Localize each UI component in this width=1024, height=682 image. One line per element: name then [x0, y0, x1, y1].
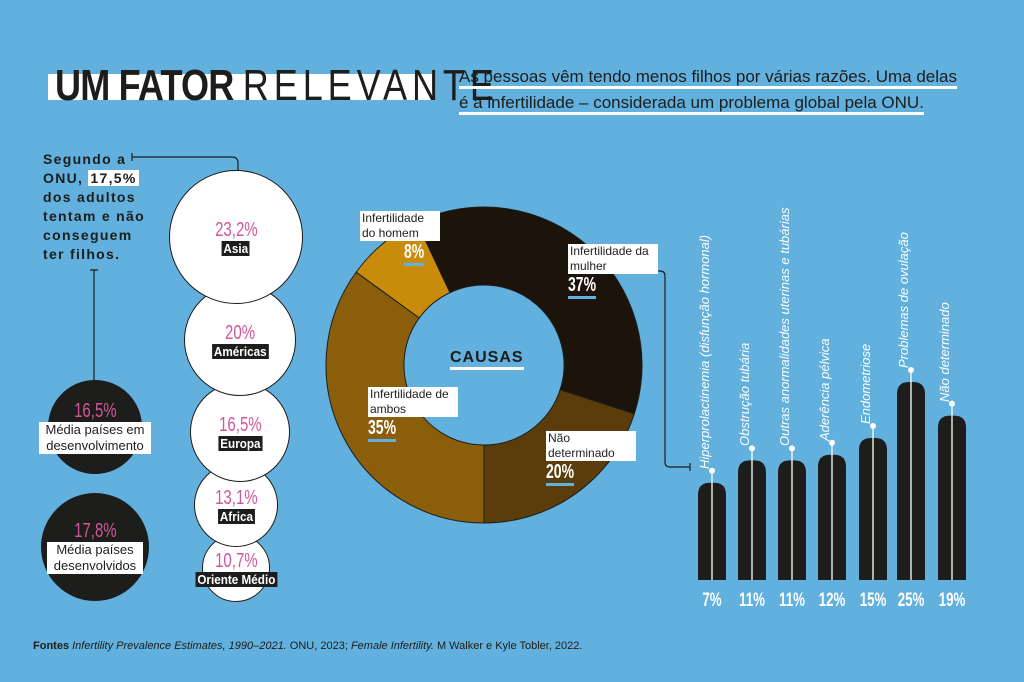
slice-name: Infertilidade de ambos [368, 387, 458, 417]
footer-label: Fontes [33, 640, 70, 652]
donut-slice-label: Não determinado 20% [546, 431, 636, 486]
source-1: Infertility Prevalence Estimates, 1990–2… [72, 640, 287, 652]
donut-title: CAUSAS [450, 349, 524, 370]
bar-leader-dot [709, 467, 715, 474]
bar-category-label: Problemas de ovulação [896, 232, 911, 368]
region-percent: 10,7% [214, 549, 258, 572]
bar-value-label: 19% [938, 590, 966, 611]
region-bubble: 23,2% Asia [169, 170, 303, 304]
bar-value-label: 11% [779, 590, 805, 611]
slice-percent: 37% [568, 274, 597, 299]
donut-slice-label: Infertilidade da mulher 37% [568, 244, 658, 299]
slice-percent: 8% [404, 241, 425, 266]
source-2-detail: M Walker e Kyle Tobler, 2022. [433, 640, 583, 652]
region-percent: 23,2% [214, 218, 258, 241]
title-highlight [48, 74, 434, 100]
average-bubble: 16,5% Média países em desenvolvimento [39, 380, 151, 474]
bar-value-label: 11% [739, 590, 765, 611]
bar-leader-dot [870, 423, 876, 429]
title-light: RELEVANTE [242, 61, 499, 110]
page-title: UM FATOR RELEVANTE [55, 62, 499, 110]
region-bubble: 10,7% Oriente Médio [195, 534, 277, 602]
average-percent: 17,8% [73, 520, 117, 542]
intro-before: Segundo a ONU, [43, 151, 127, 186]
region-name: Asia [221, 240, 251, 256]
bar-value-label: 15% [859, 590, 887, 611]
slice-percent: 20% [546, 461, 575, 486]
region-name: Américas [211, 343, 269, 359]
bar-value-label: 7% [702, 590, 722, 611]
slice-name: Não determinado [546, 431, 636, 461]
source-2: Female Infertility. [350, 640, 434, 652]
slice-name: Infertilidade da mulher [568, 244, 658, 274]
subtitle-line: é a infertilidade – considerada um probl… [459, 93, 924, 115]
average-label: Média países desenvolvidos [47, 542, 143, 574]
bar-leader-dot [908, 367, 914, 373]
region-percent: 20% [224, 321, 256, 344]
average-label: Média países em desenvolvimento [39, 422, 151, 454]
source-1-detail: ONU, 2023; [286, 640, 351, 652]
bar-value-label: 12% [818, 590, 846, 611]
bar-category-label: Hiperprolactinemia (disfunção hormonal) [697, 234, 712, 469]
region-name: Africa [217, 508, 255, 524]
region-percent: 13,1% [214, 486, 258, 509]
donut-slice-label: Infertilidade do homem 8% [360, 211, 440, 266]
intro-text: Segundo a ONU, 17,5% dos adultos tentam … [43, 150, 153, 264]
bar-category-label: Não determinado [937, 301, 952, 402]
bar-leader-dot [829, 439, 835, 446]
region-name: Europa [218, 435, 262, 451]
intro-highlight: 17,5% [88, 170, 139, 186]
donut-slice-label: Infertilidade de ambos 35% [368, 387, 458, 442]
bar-leader-dot [789, 445, 795, 452]
average-percent: 16,5% [73, 400, 117, 422]
title-bold: UM FATOR [55, 61, 234, 110]
footer-sources: Fontes Infertility Prevalence Estimates,… [33, 640, 582, 652]
slice-percent: 35% [368, 417, 397, 442]
subtitle-line: As pessoas vêm tendo menos filhos por vá… [459, 67, 957, 89]
region-name: Oriente Médio [195, 571, 277, 587]
intro-after: dos adultos tentam e não conseguem ter f… [43, 189, 145, 262]
region-bubble: 16,5% Europa [190, 382, 290, 482]
bar-category-label: Obstrução tubária [737, 343, 752, 447]
bar-value-label: 25% [897, 590, 925, 611]
slice-name: Infertilidade do homem [360, 211, 440, 241]
bar-category-label: Aderência pélvica [817, 338, 832, 441]
region-percent: 16,5% [218, 413, 262, 436]
bar-leader-dot [949, 400, 955, 407]
average-bubble: 17,8% Média países desenvolvidos [41, 493, 149, 601]
bar-category-label: Outras anormalidades uterinas e tubárias [777, 207, 792, 447]
bar-leader-dot [749, 445, 755, 452]
subtitle: As pessoas vêm tendo menos filhos por vá… [459, 64, 999, 116]
bar-category-label: Endometriose [858, 343, 873, 424]
